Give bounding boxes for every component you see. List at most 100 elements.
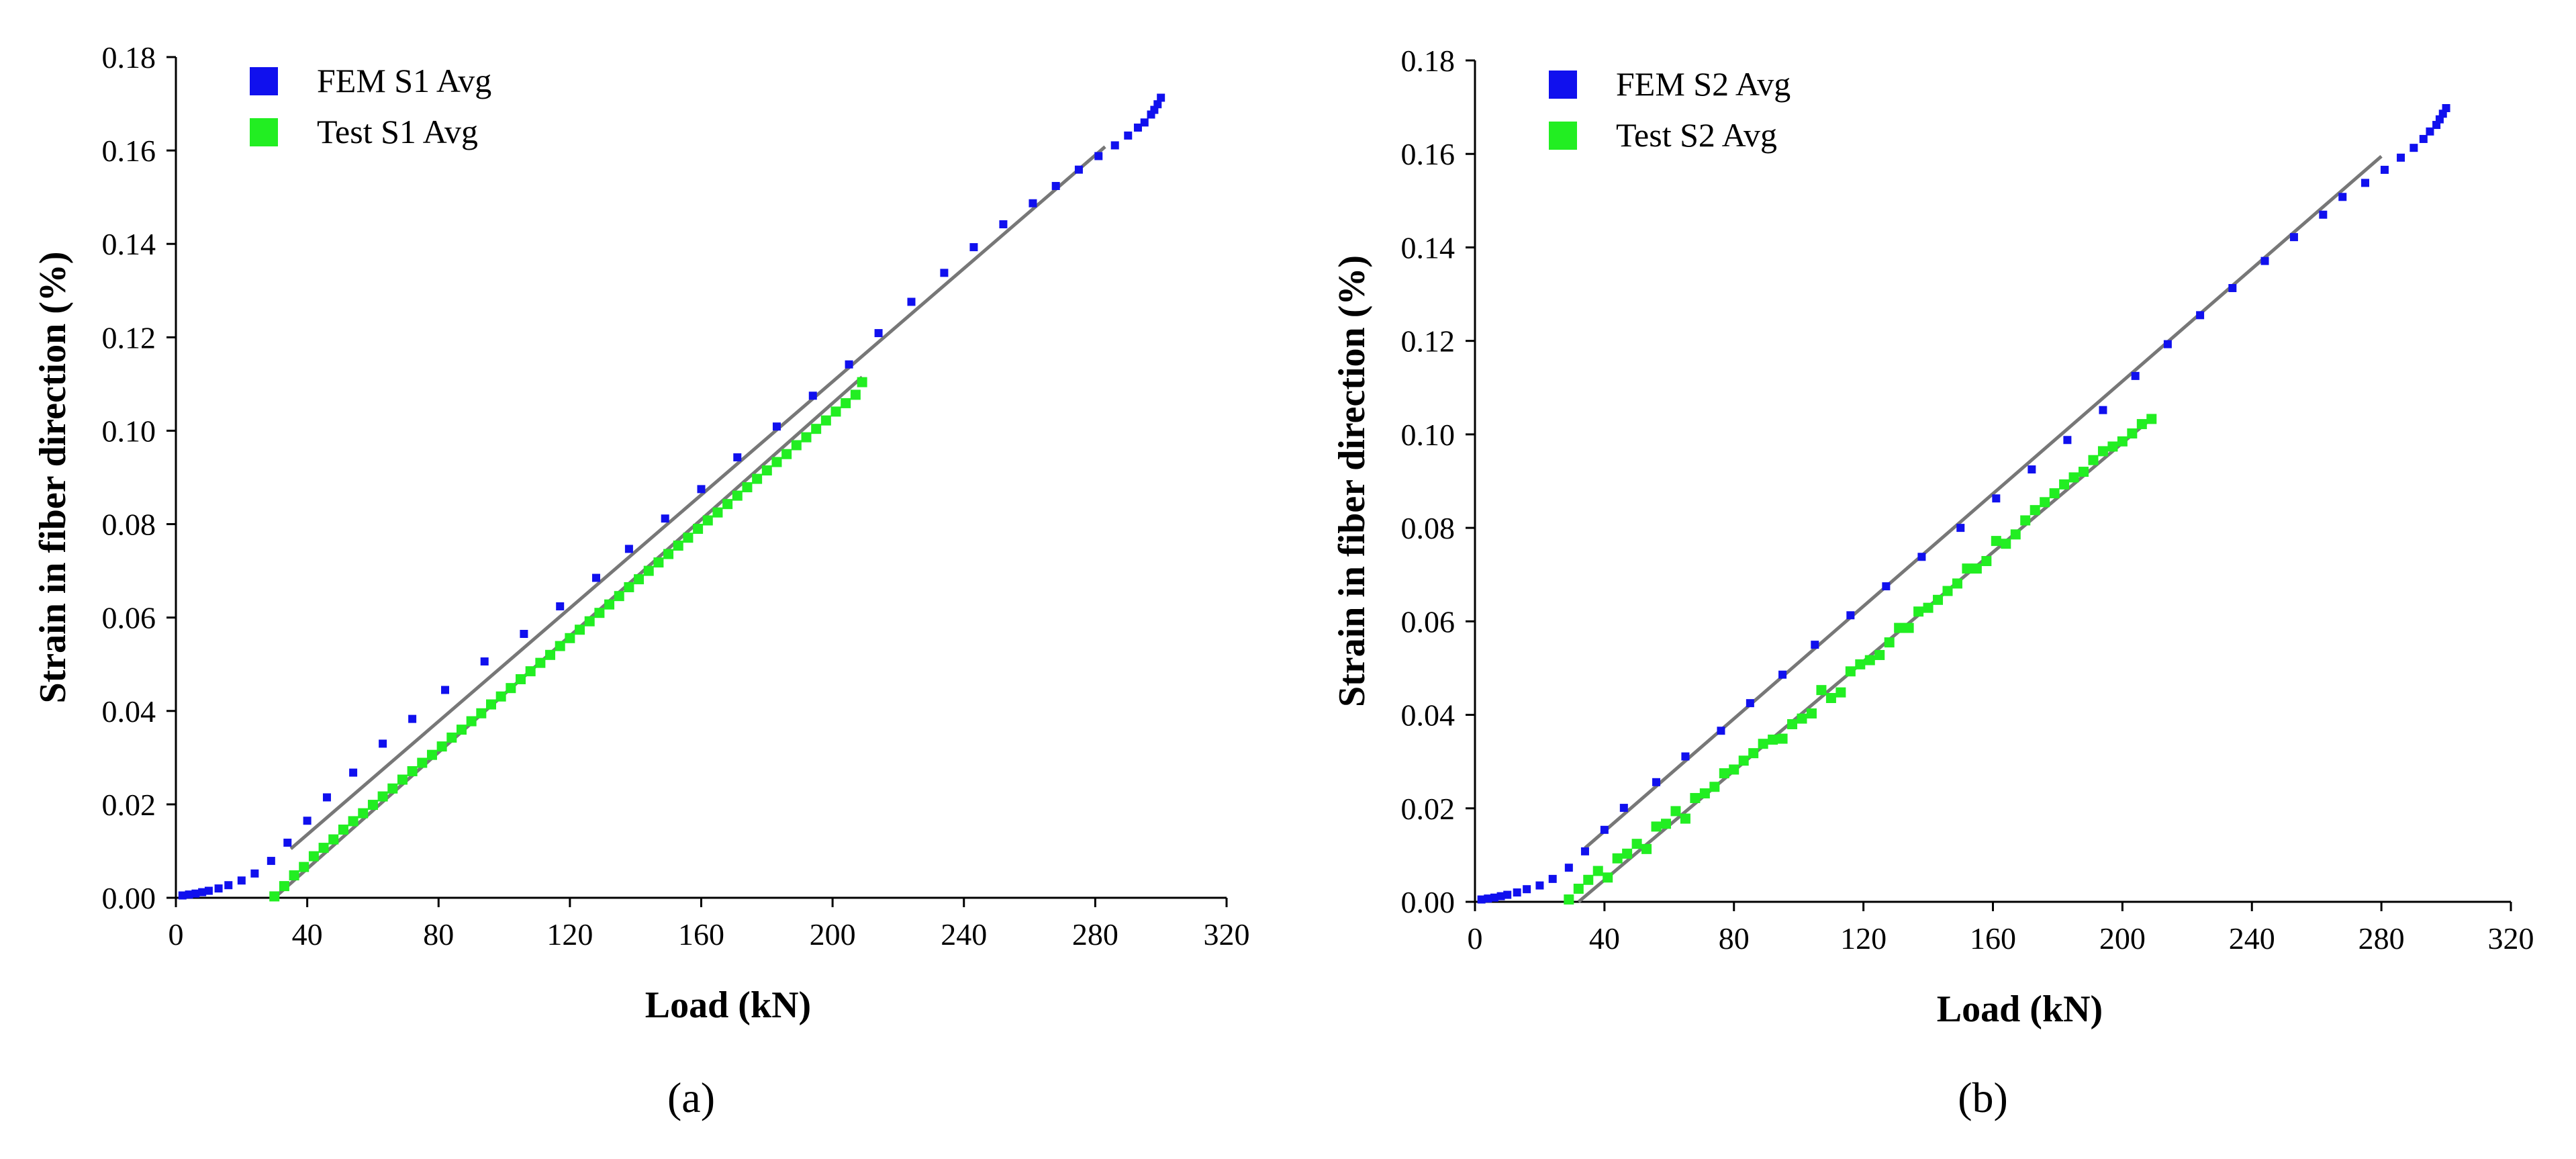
test-data-point xyxy=(1660,819,1671,829)
test-data-point xyxy=(712,507,723,518)
test-data-point xyxy=(1942,586,1953,596)
fem-data-point xyxy=(1153,100,1162,109)
fem-data-point xyxy=(2397,153,2405,162)
test-data-point xyxy=(2079,467,2089,477)
x-tick-label: 320 xyxy=(1204,917,1250,952)
test-data-point xyxy=(634,574,645,585)
test-data-point xyxy=(1738,755,1749,766)
test-data-point xyxy=(417,757,428,768)
fem-data-point xyxy=(1882,582,1891,591)
test-data-point xyxy=(850,389,861,400)
x-tick-label: 200 xyxy=(2099,921,2146,956)
fem-data-point xyxy=(999,220,1008,229)
test-data-point xyxy=(1952,578,1962,589)
test-data-point xyxy=(367,800,378,810)
fem-data-point xyxy=(1681,752,1690,761)
test-data-point xyxy=(1564,894,1574,905)
test-data-point xyxy=(2097,446,2108,457)
fem-data-point xyxy=(2319,210,2328,219)
y-tick-label: 0.14 xyxy=(1401,230,1456,265)
y-tick-label: 0.08 xyxy=(102,508,156,542)
fem-data-point xyxy=(1535,881,1544,890)
test-data-point xyxy=(1981,556,1992,567)
fem-data-point xyxy=(592,573,600,582)
test-data-point xyxy=(1592,866,1603,876)
y-tick-label: 0.02 xyxy=(102,788,156,822)
test-data-point xyxy=(1962,563,1972,574)
fem-data-point xyxy=(2228,284,2237,293)
test-data-point xyxy=(732,490,743,501)
y-tick-label: 0.12 xyxy=(102,320,156,355)
test-data-point xyxy=(456,725,467,735)
fem-data-point xyxy=(1477,895,1486,904)
test-data-point xyxy=(801,432,812,443)
x-tick-label: 240 xyxy=(941,917,987,952)
x-tick-label: 80 xyxy=(1719,921,1750,956)
fem-data-point xyxy=(1917,553,1926,561)
fem-data-point xyxy=(1029,199,1037,207)
fem-data-point xyxy=(198,888,207,896)
fem-data-point xyxy=(772,422,781,431)
test-data-point xyxy=(426,749,437,760)
test-data-point xyxy=(1622,848,1633,859)
test-data-point xyxy=(2068,472,2079,483)
fem-data-point xyxy=(2163,340,2172,349)
fem-data-point xyxy=(267,857,275,866)
test-data-point xyxy=(1777,733,1788,744)
fem-data-point xyxy=(303,817,312,825)
test-data-point xyxy=(752,473,763,484)
fem-data-point xyxy=(2196,311,2205,320)
y-tick-label: 0.16 xyxy=(1401,137,1456,171)
legend-marker xyxy=(1549,122,1577,150)
fem-data-point xyxy=(1124,131,1133,140)
fem-data-point xyxy=(1600,825,1609,834)
test-data-point xyxy=(830,406,841,417)
test-data-point xyxy=(2001,539,2011,549)
x-tick-label: 120 xyxy=(1840,921,1887,956)
fem-data-point xyxy=(1490,893,1498,902)
fem-data-point xyxy=(733,453,742,462)
test-data-point xyxy=(653,557,664,568)
test-data-point xyxy=(1806,708,1817,718)
fem-data-point xyxy=(1564,864,1573,872)
x-tick-label: 120 xyxy=(546,917,593,952)
y-axis-title: Strain in fiber direction (%) xyxy=(1331,255,1373,707)
fem-data-point xyxy=(2260,257,2269,265)
fem-data-point xyxy=(1778,670,1787,679)
fem-data-point xyxy=(940,269,949,277)
test-data-point xyxy=(702,515,713,526)
test-data-point xyxy=(1864,655,1875,665)
test-data-point xyxy=(308,851,319,862)
test-data-point xyxy=(742,482,753,493)
test-data-point xyxy=(2040,497,2050,508)
test-data-point xyxy=(575,624,585,635)
fem-data-point xyxy=(185,890,193,899)
fem-data-point xyxy=(1652,778,1661,786)
fem-data-point xyxy=(2063,436,2072,445)
test-data-point xyxy=(535,657,546,668)
x-tick-label: 0 xyxy=(1468,921,1483,956)
fem-data-point xyxy=(1746,699,1754,708)
fem-data-point xyxy=(224,881,233,890)
fem-data-point xyxy=(1992,494,2001,503)
x-tick-label: 280 xyxy=(2358,921,2405,956)
test-data-point xyxy=(1670,806,1681,817)
fem-data-point xyxy=(237,876,246,885)
fem-data-point xyxy=(2289,233,2298,242)
legend-label: FEM S2 Avg xyxy=(1616,65,1791,103)
test-data-point xyxy=(811,424,822,434)
fem-data-point xyxy=(283,838,292,847)
y-tick-label: 0.10 xyxy=(1401,418,1456,452)
test-data-point xyxy=(857,377,867,387)
fem-data-point xyxy=(191,889,200,898)
test-data-point xyxy=(2117,436,2128,447)
fem-data-point xyxy=(624,545,633,553)
test-data-point xyxy=(1797,713,1807,724)
test-data-point xyxy=(495,691,506,702)
x-axis-title: Load (kN) xyxy=(1937,988,2103,1030)
fem-data-point xyxy=(2028,465,2036,474)
test-data-point xyxy=(1631,839,1642,849)
y-tick-label: 0.06 xyxy=(1401,604,1456,639)
test-data-point xyxy=(476,708,487,718)
